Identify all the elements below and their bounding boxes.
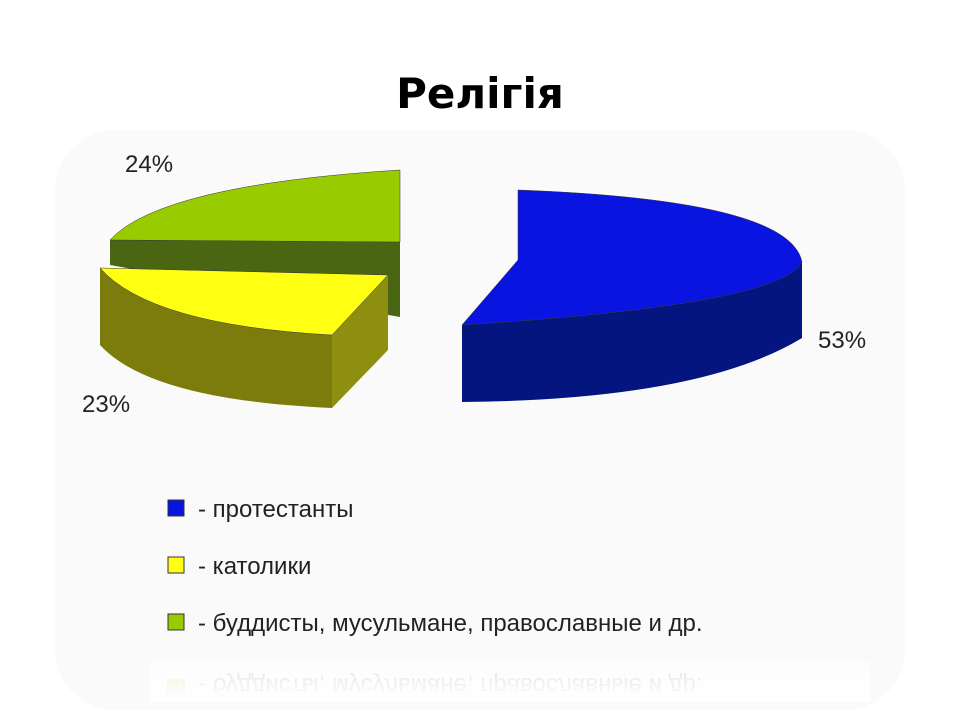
legend-swatch-buddhists: [167, 613, 185, 631]
data-label-buddhists: 24%: [125, 151, 173, 178]
reflection-fade: [150, 662, 870, 702]
data-label-protestants: 53%: [818, 327, 866, 354]
legend-label-protestants: - протестанты: [198, 496, 353, 523]
legend-label-buddhists: - буддисты, мусульмане, православные и д…: [198, 610, 703, 637]
data-label-catholics: 23%: [82, 391, 130, 418]
slice-catholics: [99, 267, 389, 336]
legend-swatch-catholics: [167, 556, 185, 574]
legend-swatch-protestants: [167, 499, 185, 517]
slice-protestants-side: [462, 262, 802, 402]
slice-buddhists: [109, 169, 401, 243]
slice-protestants: [461, 189, 803, 326]
chart-title: Релігія: [396, 69, 564, 118]
slice-catholics-side: [100, 268, 388, 408]
legend-label-catholics: - католики: [198, 553, 311, 580]
legend: - протестанты - католики - буддисты, мус…: [167, 496, 703, 637]
